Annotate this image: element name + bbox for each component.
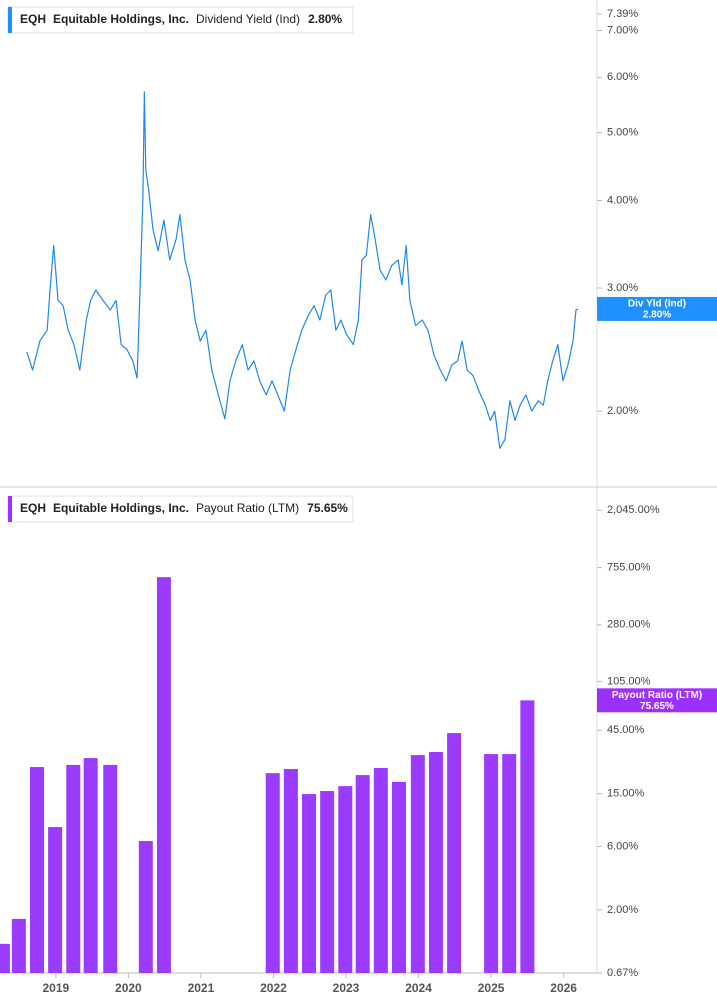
bar (11, 918, 26, 973)
bar (156, 577, 171, 973)
y-tick-label: 5.00% (607, 127, 638, 139)
x-tick-label: 2026 (550, 981, 577, 995)
bar (302, 794, 317, 973)
y-tick-label: 45.00% (607, 724, 645, 736)
bar (447, 733, 462, 973)
y-tick-label: 105.00% (607, 675, 651, 687)
bar (0, 943, 10, 973)
y-tick-label: 0.67% (607, 967, 638, 979)
x-tick-label: 2023 (333, 981, 360, 995)
y-tick-label: 7.39% (607, 8, 638, 20)
value-tag-value: 2.80% (643, 310, 671, 321)
last-value: 2.80% (308, 12, 342, 26)
y-tick-label: 2.00% (607, 904, 638, 916)
bar (355, 775, 370, 973)
bar (66, 764, 81, 973)
value-tag (597, 688, 717, 713)
bar (48, 827, 63, 973)
value-tag-label: Payout Ratio (LTM) (612, 690, 702, 701)
y-tick-label: 6.00% (607, 840, 638, 852)
y-tick-label: 2,045.00% (607, 504, 660, 516)
y-tick-label: 7.00% (607, 24, 638, 36)
bar (520, 700, 535, 973)
y-tick-label: 2.00% (607, 405, 638, 417)
bar (391, 781, 406, 973)
legend-box (7, 6, 354, 34)
bar (502, 754, 517, 973)
legend-accent (8, 496, 12, 522)
value-tag-value: 75.65% (640, 701, 674, 712)
bar (283, 769, 298, 973)
company: Equitable Holdings, Inc. (53, 501, 189, 515)
ticker: EQH (20, 12, 46, 26)
x-tick-label: 2019 (43, 981, 70, 995)
y-tick-label: 6.00% (607, 71, 638, 83)
x-tick-label: 2025 (478, 981, 505, 995)
bar (338, 786, 353, 973)
x-tick-label: 2020 (115, 981, 142, 995)
bar (484, 754, 499, 973)
series-title: Payout Ratio (LTM) (196, 501, 299, 515)
y-tick-label: 4.00% (607, 194, 638, 206)
x-tick-label: 2022 (260, 981, 287, 995)
x-tick-label: 2024 (405, 981, 432, 995)
ticker: EQH (20, 501, 46, 515)
bar (373, 768, 388, 973)
x-tick-label: 2021 (188, 981, 215, 995)
series-title: Dividend Yield (Ind) (196, 12, 300, 26)
bar (410, 755, 425, 973)
y-tick-label: 280.00% (607, 619, 651, 631)
bar (320, 791, 335, 973)
bar (138, 841, 153, 973)
y-tick-label: 755.00% (607, 562, 651, 574)
y-tick-label: 15.00% (607, 788, 645, 800)
last-value: 75.65% (307, 501, 348, 515)
value-tag (597, 296, 717, 321)
bar (83, 758, 98, 973)
data-line (26, 91, 579, 449)
bar (428, 751, 443, 973)
bar (265, 773, 280, 973)
legend-accent (8, 7, 12, 33)
company: Equitable Holdings, Inc. (53, 12, 189, 26)
bar (103, 764, 118, 973)
bar (29, 767, 44, 973)
y-tick-label: 3.00% (607, 282, 638, 294)
legend-box (7, 495, 354, 523)
value-tag-label: Div Yld (Ind) (628, 299, 686, 310)
